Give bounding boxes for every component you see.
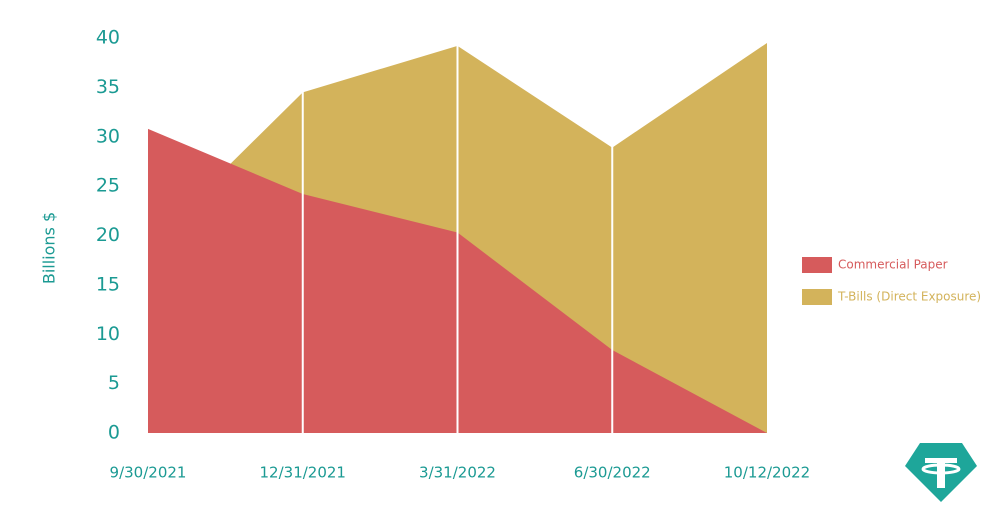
y-tick-label: 5 — [108, 372, 120, 394]
y-tick-label: 15 — [96, 273, 120, 295]
y-tick-label: 35 — [96, 76, 120, 98]
legend-swatch — [802, 289, 832, 305]
logo — [905, 443, 977, 502]
y-tick-label: 20 — [96, 224, 120, 246]
y-tick-label: 25 — [96, 175, 120, 197]
legend-label: T-Bills (Direct Exposure) — [837, 290, 981, 304]
y-axis-label: Billions $ — [40, 212, 59, 284]
x-tick-label: 3/31/2022 — [419, 464, 496, 482]
x-tick-label: 12/31/2021 — [260, 464, 346, 482]
x-tick-label: 6/30/2022 — [574, 464, 651, 482]
y-tick-label: 10 — [96, 323, 120, 345]
y-tick-label: 0 — [108, 422, 120, 444]
x-tick-label: 10/12/2022 — [724, 464, 810, 482]
x-tick-label: 9/30/2021 — [110, 464, 187, 482]
y-tick-label: 40 — [96, 27, 120, 49]
legend-label: Commercial Paper — [838, 258, 948, 272]
y-tick-label: 30 — [96, 125, 120, 147]
legend-swatch — [802, 257, 832, 273]
